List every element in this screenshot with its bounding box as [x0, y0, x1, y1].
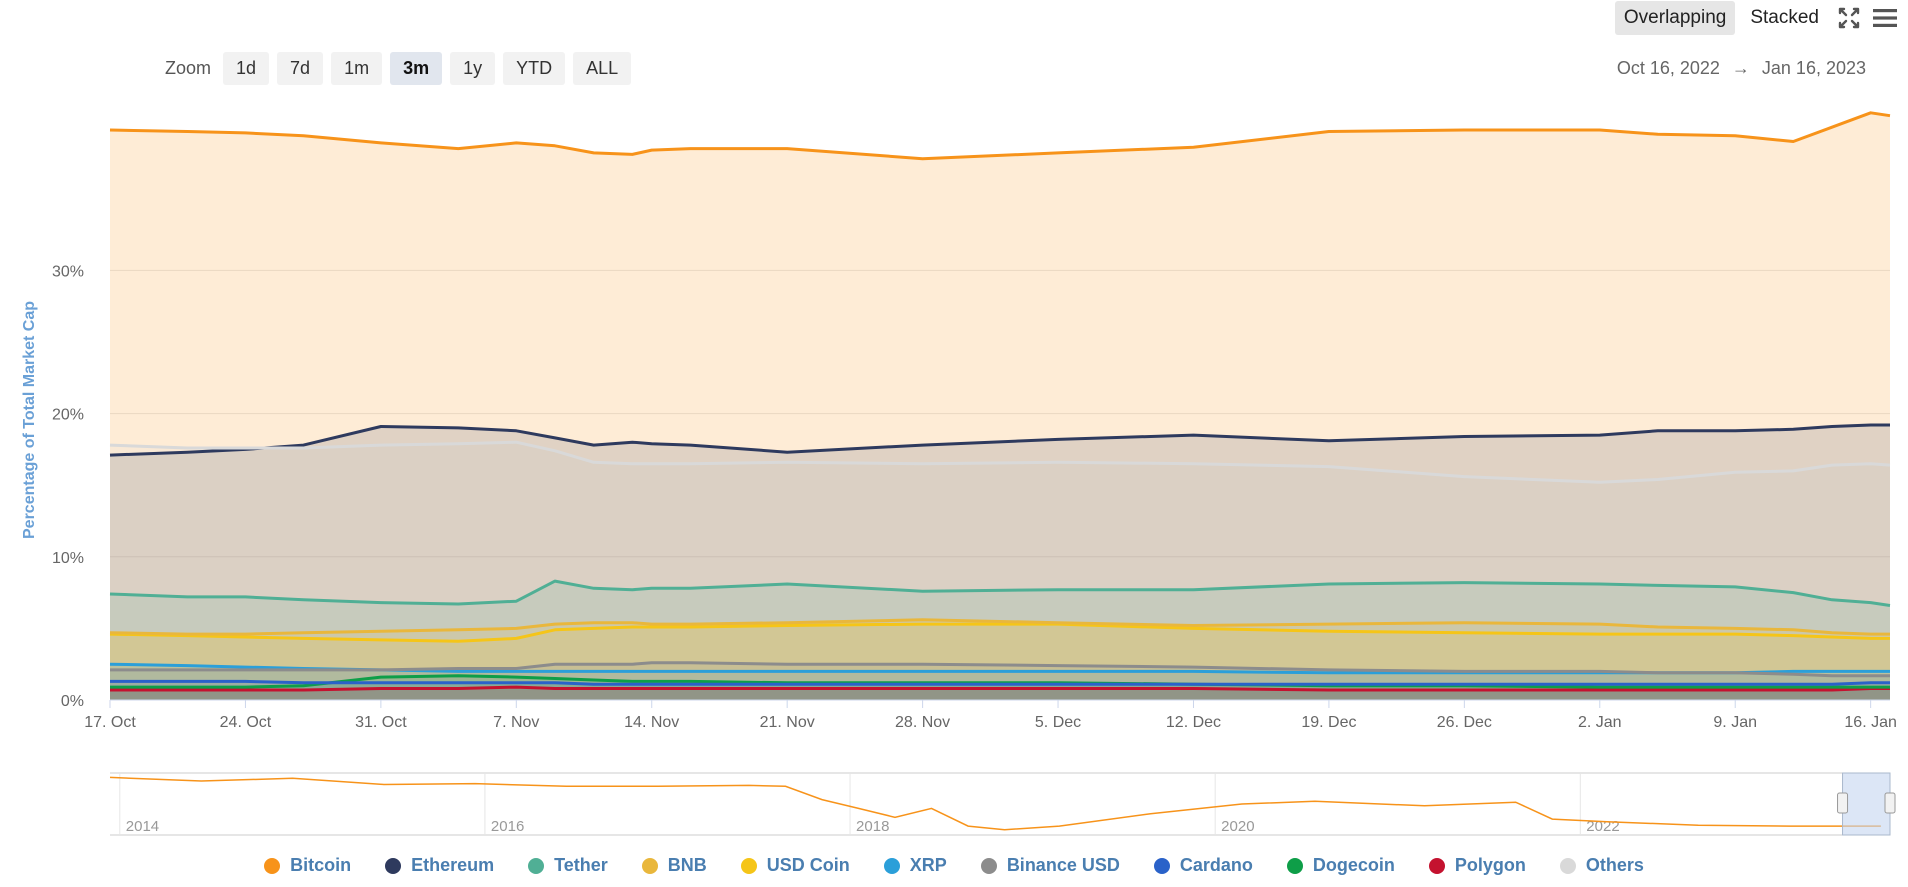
- x-tick-label: 2. Jan: [1578, 714, 1622, 731]
- navigator-selection: [1842, 772, 1891, 836]
- area-usd-coin: [110, 624, 1890, 700]
- x-tick-label: 24. Oct: [220, 714, 272, 731]
- x-axis: 17. Oct 24. Oct 31. Oct 7. Nov 14. Nov 21. No…: [84, 699, 1897, 731]
- market-cap-chart[interactable]: 0%10%20%30% 17. Oct 24. Oct 31. Oct 7. Nov 1…: [0, 0, 1908, 850]
- date-range: Oct 16, 2022 → Jan 16, 2023: [1617, 58, 1866, 79]
- legend-label: USD Coin: [766, 855, 850, 875]
- navigator-line-bitcoin: [109, 776, 1881, 831]
- area-others: [110, 442, 1890, 700]
- legend-item-ethereum[interactable]: Ethereum: [385, 855, 494, 876]
- legend-label: Tether: [554, 855, 608, 875]
- navigator-right-handle[interactable]: [1884, 792, 1896, 814]
- legend-item-usd-coin[interactable]: USD Coin: [740, 855, 850, 876]
- line-cardano: [110, 679, 1890, 686]
- legend-dot-icon: [883, 857, 900, 874]
- legend-item-binance-usd[interactable]: Binance USD: [980, 855, 1120, 876]
- y-tick-label: 30%: [52, 263, 84, 280]
- x-tick-label: 12. Dec: [1166, 714, 1221, 731]
- legend-label: BNB: [667, 855, 707, 875]
- y-tick-label: 20%: [52, 407, 84, 424]
- line-ethereum: [109, 423, 1890, 457]
- legend-dot-icon: [528, 857, 545, 874]
- legend-label: Polygon: [1454, 855, 1526, 875]
- x-tick-label: 19. Dec: [1301, 714, 1356, 731]
- legend-dot-icon: [264, 857, 281, 874]
- navigator-tick-label: 2020: [1221, 818, 1254, 835]
- navigator[interactable]: 2014 2016 2018 2020 2022: [109, 772, 1896, 836]
- legend-label: Binance USD: [1006, 855, 1120, 875]
- x-tick-label: 31. Oct: [355, 714, 407, 731]
- x-tick-label: 7. Nov: [493, 714, 539, 731]
- series-areas: [110, 112, 1890, 701]
- legend-dot-icon: [1286, 857, 1303, 874]
- line-bitcoin: [109, 111, 1891, 161]
- legend-dot-icon: [641, 857, 658, 874]
- x-tick-label: 5. Dec: [1035, 714, 1081, 731]
- x-tick-label: 9. Jan: [1713, 714, 1757, 731]
- legend-dot-icon: [980, 857, 997, 874]
- chart-toolbar: Overlapping Stacked: [1614, 0, 1908, 36]
- navigator-tick-label: 2014: [126, 818, 159, 835]
- legend: Bitcoin Ethereum Tether BNB USD Coin XRP Binan…: [0, 855, 1908, 876]
- range-to[interactable]: Jan 16, 2023: [1761, 58, 1866, 78]
- navigator-left-handle[interactable]: [1837, 792, 1849, 814]
- legend-item-dogecoin[interactable]: Dogecoin: [1286, 855, 1395, 876]
- legend-item-cardano[interactable]: Cardano: [1153, 855, 1253, 876]
- legend-dot-icon: [740, 857, 757, 874]
- legend-label: Others: [1585, 855, 1644, 875]
- menu-icon[interactable]: [1870, 3, 1900, 33]
- legend-label: Ethereum: [411, 855, 495, 875]
- navigator-tick-label: 2016: [491, 818, 524, 835]
- area-bitcoin: [110, 112, 1890, 701]
- overlapping-mode-button[interactable]: Overlapping: [1614, 1, 1736, 35]
- navigator-tick-label: 2018: [856, 818, 889, 835]
- zoom-all-button[interactable]: ALL: [573, 52, 632, 85]
- legend-item-polygon[interactable]: Polygon: [1428, 855, 1526, 876]
- x-tick-label: 14. Nov: [624, 714, 679, 731]
- line-bnb: [109, 618, 1890, 636]
- series-lines: [109, 111, 1891, 692]
- y-tick-label: 0%: [61, 693, 84, 710]
- fullscreen-icon[interactable]: [1834, 3, 1864, 33]
- legend-item-bnb[interactable]: BNB: [641, 855, 707, 876]
- y-axis-title: Percentage of Total Market Cap: [21, 301, 38, 539]
- line-binance-usd: [110, 661, 1890, 678]
- legend-dot-icon: [1559, 857, 1576, 874]
- zoom-3m-button[interactable]: 3m: [390, 52, 443, 85]
- y-tick-label: 10%: [52, 550, 84, 567]
- range-arrow: →: [1731, 58, 1750, 78]
- x-tick-label: 26. Dec: [1437, 714, 1492, 731]
- zoom-label: Zoom: [165, 58, 212, 78]
- legend-item-tether[interactable]: Tether: [528, 855, 608, 876]
- legend-dot-icon: [1153, 857, 1170, 874]
- line-usd-coin: [109, 622, 1890, 643]
- x-tick-label: 16. Jan: [1844, 714, 1896, 731]
- legend-item-xrp[interactable]: XRP: [883, 855, 947, 876]
- line-polygon: [110, 685, 1890, 692]
- line-others: [109, 440, 1891, 484]
- x-tick-label: 28. Nov: [895, 714, 950, 731]
- legend-dot-icon: [1428, 857, 1445, 874]
- y-axis: 0% 10% 20% 30%: [52, 263, 84, 710]
- zoom-1y-button[interactable]: 1y: [450, 52, 496, 85]
- legend-label: Bitcoin: [290, 855, 352, 875]
- legend-label: XRP: [909, 855, 947, 875]
- legend-label: Dogecoin: [1312, 855, 1395, 875]
- zoom-ytd-button[interactable]: YTD: [503, 52, 566, 85]
- range-from[interactable]: Oct 16, 2022: [1616, 58, 1720, 78]
- legend-item-others[interactable]: Others: [1559, 855, 1644, 876]
- zoom-7d-button[interactable]: 7d: [277, 52, 324, 85]
- zoom-1d-button[interactable]: 1d: [223, 52, 270, 85]
- stacked-mode-button[interactable]: Stacked: [1750, 7, 1819, 28]
- zoom-selector: Zoom 1d 7d 1m 3m 1y YTD ALL: [165, 52, 632, 85]
- legend-item-bitcoin[interactable]: Bitcoin: [264, 855, 351, 876]
- zoom-1m-button[interactable]: 1m: [331, 52, 383, 85]
- legend-dot-icon: [385, 857, 402, 874]
- x-tick-label: 21. Nov: [760, 714, 815, 731]
- x-tick-label: 17. Oct: [84, 714, 136, 731]
- legend-label: Cardano: [1179, 855, 1253, 875]
- line-tether: [109, 579, 1891, 607]
